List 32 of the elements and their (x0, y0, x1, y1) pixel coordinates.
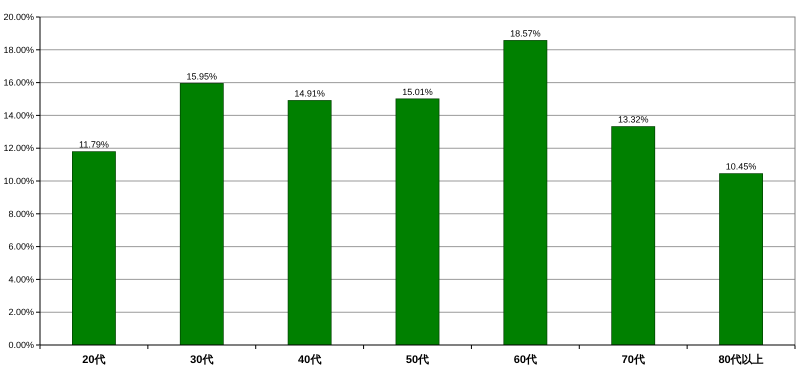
y-tick-label: 18.00% (3, 44, 34, 55)
y-tick-label: 0.00% (8, 340, 34, 350)
bar (396, 98, 440, 346)
x-tick-label: 70代 (622, 354, 645, 366)
y-tick-label: 14.00% (3, 110, 34, 120)
bar (719, 173, 763, 346)
data-label: 15.01% (402, 86, 433, 97)
x-tick-label: 20代 (82, 354, 106, 366)
bar (180, 83, 224, 346)
x-tick-label: 30代 (190, 354, 214, 366)
x-tick-label: 40代 (298, 354, 322, 366)
data-label: 14.91% (294, 88, 325, 98)
y-tick-label: 2.00% (8, 307, 34, 318)
y-tick-label: 20.00% (3, 12, 34, 22)
y-tick-label: 12.00% (3, 143, 34, 154)
y-tick-label: 6.00% (8, 242, 34, 252)
x-tick-label: 50代 (406, 354, 430, 366)
x-tick-label: 60代 (514, 354, 537, 366)
bar (611, 126, 656, 346)
data-label: 11.79% (79, 140, 109, 150)
y-tick-label: 8.00% (8, 208, 34, 219)
data-label: 13.32% (618, 114, 648, 125)
x-tick-label: 80代以上 (718, 353, 764, 366)
data-label: 10.45% (726, 162, 756, 172)
y-tick-label: 10.00% (3, 176, 34, 186)
bar (72, 151, 116, 346)
data-label: 15.95% (186, 71, 218, 82)
bar (503, 40, 548, 346)
y-tick-label: 4.00% (8, 274, 34, 284)
bar (288, 100, 332, 346)
y-tick-label: 16.00% (3, 78, 34, 88)
data-label: 18.57% (510, 28, 541, 38)
